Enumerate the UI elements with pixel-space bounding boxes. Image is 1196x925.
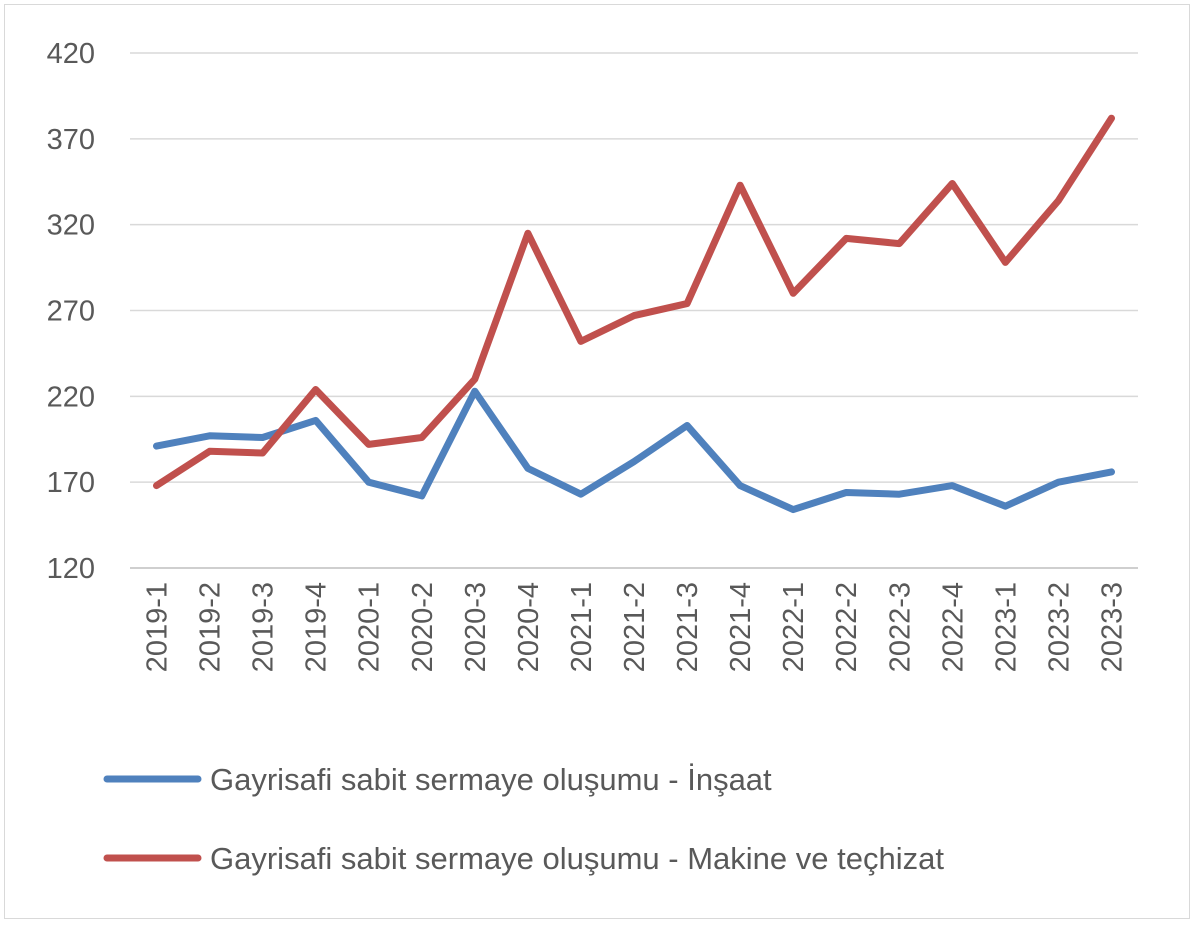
x-tick-label: 2021-1 xyxy=(566,582,598,672)
legend-label-1: Gayrisafi sabit sermaye oluşumu - İnşaat xyxy=(210,762,772,797)
y-tick-label: 220 xyxy=(47,381,95,413)
y-tick-label: 120 xyxy=(47,553,95,585)
x-tick-label: 2022-1 xyxy=(778,582,810,672)
x-tick-label: 2020-3 xyxy=(460,582,492,672)
x-tick-label: 2021-3 xyxy=(672,582,704,672)
y-tick-label: 270 xyxy=(47,296,95,328)
x-tick-label: 2022-2 xyxy=(831,582,863,672)
x-tick-label: 2019-1 xyxy=(142,582,174,672)
x-tick-label: 2022-4 xyxy=(937,582,969,672)
x-tick-label: 2021-2 xyxy=(619,582,651,672)
y-tick-label: 420 xyxy=(47,38,95,70)
x-tick-label: 2019-2 xyxy=(195,582,227,672)
x-tick-label: 2020-2 xyxy=(407,582,439,672)
x-tick-label: 2019-4 xyxy=(301,582,333,672)
x-tick-label: 2023-3 xyxy=(1096,582,1128,672)
chart-frame xyxy=(4,4,1190,919)
x-tick-label: 2023-2 xyxy=(1043,582,1075,672)
x-tick-label: 2020-1 xyxy=(354,582,386,672)
x-tick-label: 2021-4 xyxy=(725,582,757,672)
y-tick-label: 320 xyxy=(47,210,95,242)
x-tick-label: 2019-3 xyxy=(248,582,280,672)
x-tick-label: 2022-3 xyxy=(884,582,916,672)
legend-label-2: Gayrisafi sabit sermaye oluşumu - Makine… xyxy=(210,841,944,876)
x-tick-label: 2020-4 xyxy=(513,582,545,672)
series-line-2 xyxy=(153,114,1115,490)
y-tick-label: 370 xyxy=(47,124,95,156)
y-tick-label: 170 xyxy=(47,467,95,499)
x-tick-label: 2023-1 xyxy=(990,582,1022,672)
